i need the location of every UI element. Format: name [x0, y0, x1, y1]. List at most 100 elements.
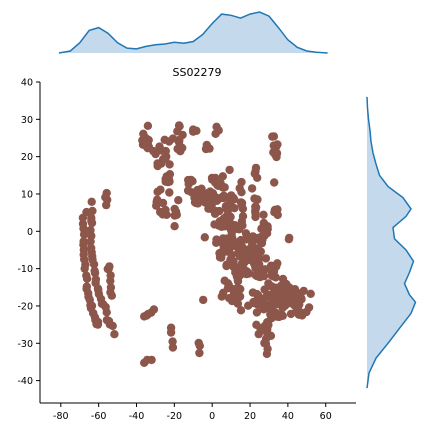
y-tick-label: 20	[21, 152, 33, 163]
x-tick-label: 40	[282, 411, 294, 422]
data-point	[188, 177, 197, 186]
y-tick-label: -20	[17, 301, 33, 312]
data-point	[110, 330, 119, 339]
data-point	[236, 306, 246, 315]
data-point	[152, 201, 161, 210]
marginal-y-density	[366, 96, 417, 389]
data-point	[259, 210, 268, 219]
x-tick-label: 60	[320, 411, 332, 422]
data-point	[107, 291, 117, 300]
data-point	[87, 218, 97, 228]
data-point	[165, 160, 174, 169]
data-point	[264, 304, 274, 313]
data-point	[220, 222, 229, 231]
y-tick-label: -40	[17, 376, 33, 387]
data-point	[249, 259, 259, 268]
data-point	[273, 210, 282, 220]
data-point	[237, 177, 246, 187]
data-point	[302, 307, 311, 317]
data-point	[174, 196, 183, 205]
data-point	[89, 260, 99, 269]
data-point	[139, 129, 148, 138]
data-point	[252, 308, 262, 317]
data-point	[221, 239, 230, 248]
data-point	[241, 229, 251, 238]
data-point	[257, 239, 267, 248]
data-point	[238, 212, 248, 221]
data-point	[222, 261, 231, 271]
data-point	[193, 199, 203, 208]
data-point	[158, 210, 167, 219]
data-point	[251, 203, 261, 212]
data-point	[174, 121, 184, 130]
data-point	[247, 184, 257, 193]
data-point	[233, 276, 243, 285]
data-point	[269, 267, 279, 276]
data-point	[248, 288, 258, 297]
x-tick-label: 20	[244, 411, 256, 422]
data-point	[270, 178, 279, 187]
data-point	[143, 140, 152, 149]
data-point	[79, 230, 89, 239]
data-point	[262, 349, 272, 359]
x-tick-label: 0	[209, 411, 215, 422]
data-point	[102, 200, 111, 210]
data-point	[252, 320, 261, 329]
scatter-points	[78, 121, 315, 367]
data-point	[199, 295, 208, 305]
data-point	[244, 301, 253, 310]
data-point	[293, 288, 302, 298]
data-point	[106, 276, 115, 285]
x-tick-label: -60	[91, 411, 107, 422]
data-point	[165, 188, 174, 197]
data-point	[78, 213, 88, 222]
data-point	[260, 220, 270, 229]
data-point	[224, 280, 233, 290]
axes: -80 -60 -40 -20 0 20 40 60 -40 -30 -20 -10 0 10 20 30 40	[17, 78, 356, 422]
data-point	[230, 195, 239, 204]
data-point	[149, 305, 159, 314]
data-point	[238, 204, 248, 213]
data-point	[297, 295, 306, 304]
data-point	[250, 169, 259, 178]
data-point	[143, 121, 153, 130]
data-point	[204, 204, 213, 213]
data-point	[170, 211, 179, 220]
data-point	[222, 205, 232, 214]
data-point	[80, 264, 89, 273]
data-point	[193, 185, 202, 195]
data-point	[219, 191, 228, 200]
data-point	[201, 144, 211, 154]
data-point	[211, 129, 220, 138]
data-point	[262, 327, 271, 337]
marginal-y-line	[366, 96, 417, 389]
data-point	[168, 343, 178, 352]
x-tick-label: -80	[53, 411, 69, 422]
data-point	[239, 257, 249, 267]
data-point	[263, 320, 273, 330]
marginal-x-fill	[58, 12, 328, 53]
data-point	[255, 272, 265, 282]
data-point	[261, 265, 270, 274]
data-point	[90, 268, 100, 278]
data-point	[253, 293, 263, 303]
data-point	[88, 206, 97, 216]
data-point	[86, 237, 95, 246]
data-point	[258, 231, 267, 241]
data-point	[248, 252, 257, 261]
y-tick-label: 0	[27, 227, 33, 238]
data-point	[271, 283, 280, 292]
data-point	[200, 233, 209, 242]
data-point	[220, 183, 229, 192]
data-point	[299, 286, 308, 296]
data-point	[233, 299, 243, 308]
x-tick-label: -40	[129, 411, 145, 422]
data-point	[282, 279, 291, 289]
y-tick-label: -30	[17, 339, 33, 350]
data-point	[212, 235, 221, 244]
data-point	[278, 286, 287, 295]
data-point	[211, 206, 220, 216]
data-point	[189, 127, 198, 136]
